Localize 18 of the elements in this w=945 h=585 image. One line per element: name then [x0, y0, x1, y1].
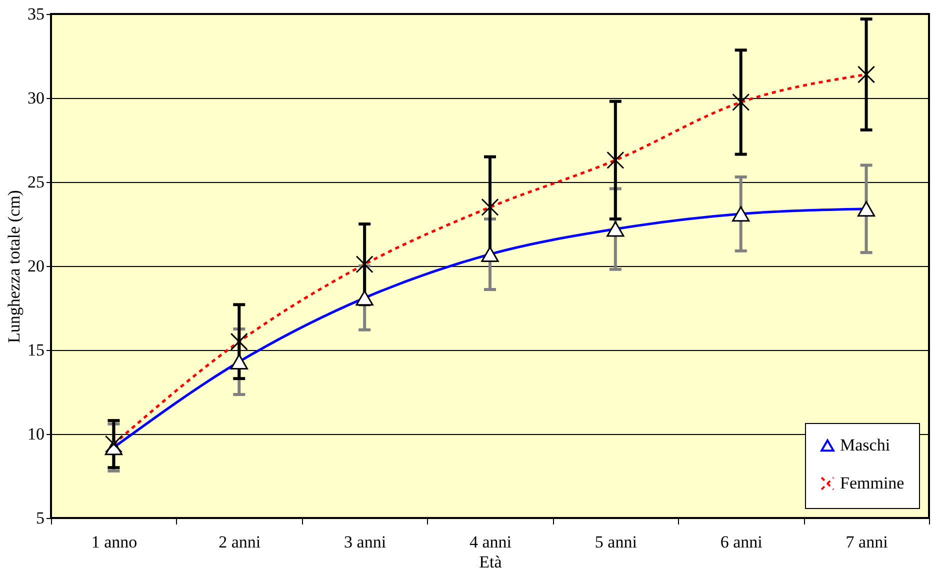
legend-label: Femmine — [840, 474, 904, 492]
x-tick-label: 3 anni — [344, 532, 386, 552]
x-axis-title: Età — [479, 552, 502, 572]
y-tick-label: 20 — [28, 256, 44, 276]
y-axis-title: Lunghezza totale (cm) — [4, 190, 24, 343]
x-tick-label: 4 anni — [469, 532, 512, 552]
y-tick-label: 5 — [36, 508, 44, 528]
x-tick-label: 7 anni — [846, 532, 888, 552]
y-tick-label: 30 — [28, 88, 44, 108]
x-tick-label: 6 anni — [720, 532, 763, 552]
y-tick-label: 25 — [28, 172, 44, 192]
x-tick-label: 1 anno — [91, 532, 138, 552]
y-tick-label: 15 — [28, 340, 44, 360]
x-tick-label: 2 anni — [218, 532, 261, 552]
y-tick-label: 35 — [28, 4, 44, 24]
x-tick-label: 5 anni — [594, 532, 638, 552]
legend-label: Maschi — [840, 436, 890, 454]
y-tick-label: 10 — [28, 424, 44, 444]
